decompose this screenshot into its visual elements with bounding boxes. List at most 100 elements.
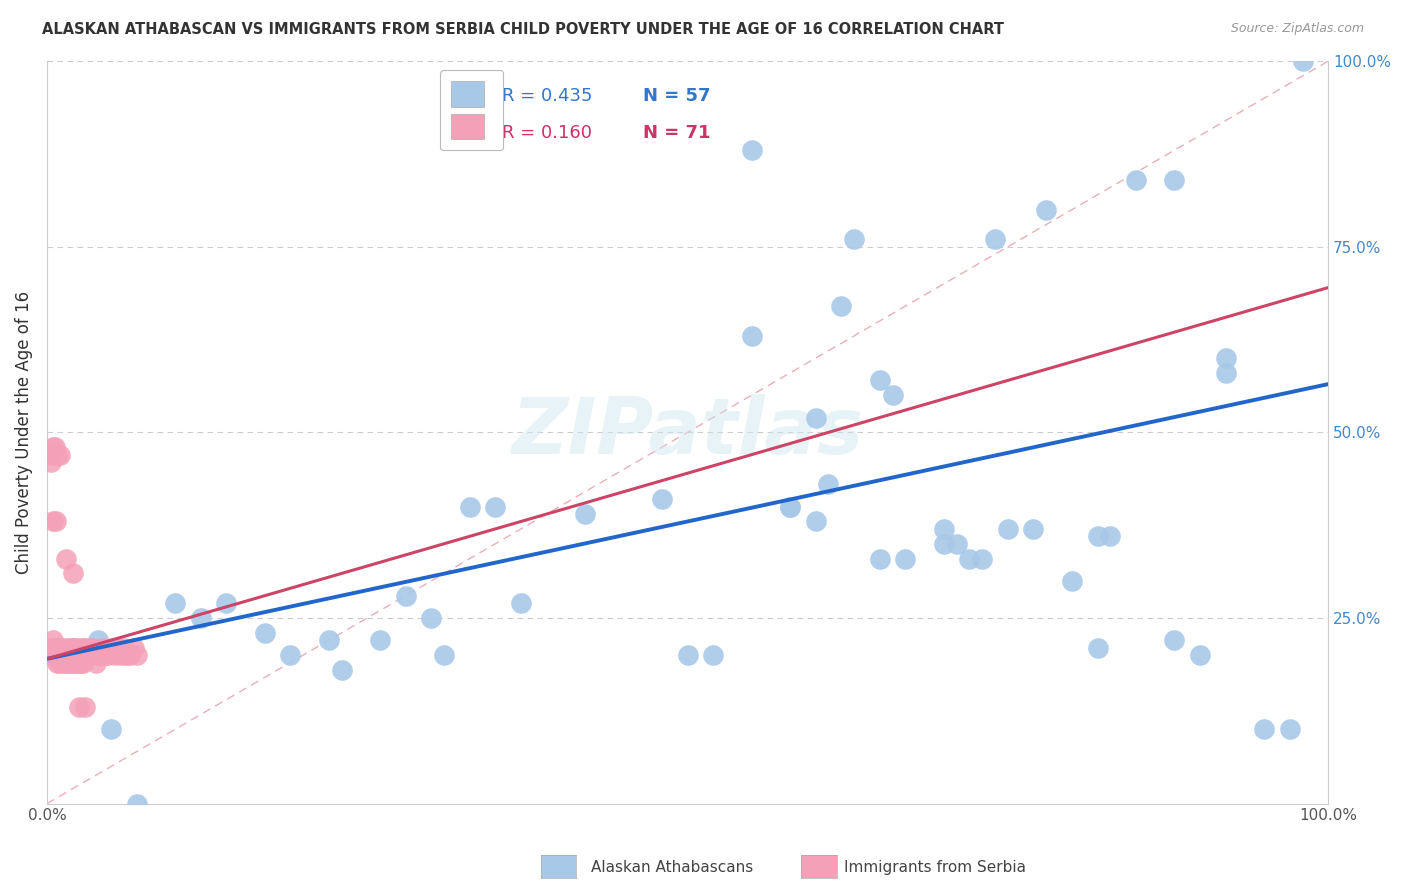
- Point: [1035, 202, 1057, 217]
- Point: [510, 596, 533, 610]
- Point: [48, 648, 70, 662]
- Point: [278, 648, 301, 662]
- Point: [318, 633, 340, 648]
- Point: [80, 648, 103, 662]
- Point: [60, 656, 83, 670]
- Point: [120, 648, 142, 662]
- Point: [882, 388, 904, 402]
- Point: [41, 648, 63, 662]
- Point: [702, 648, 724, 662]
- Point: [100, 723, 122, 737]
- Text: N = 57: N = 57: [643, 87, 710, 105]
- Text: ZIPatlas: ZIPatlas: [512, 394, 863, 470]
- Point: [42, 515, 65, 529]
- Point: [110, 648, 132, 662]
- Point: [55, 640, 77, 655]
- Point: [62, 566, 84, 581]
- Point: [56, 648, 79, 662]
- Point: [49, 648, 72, 662]
- Point: [72, 640, 94, 655]
- Point: [105, 640, 128, 655]
- Point: [65, 648, 87, 662]
- Point: [741, 329, 763, 343]
- Point: [125, 797, 148, 811]
- Point: [104, 648, 127, 662]
- Point: [39, 455, 62, 469]
- Point: [63, 656, 86, 670]
- Point: [817, 477, 839, 491]
- Y-axis label: Child Poverty Under the Age of 16: Child Poverty Under the Age of 16: [15, 291, 32, 574]
- Point: [82, 640, 104, 655]
- Point: [779, 500, 801, 514]
- Point: [1215, 351, 1237, 365]
- Point: [484, 500, 506, 514]
- Point: [253, 625, 276, 640]
- Point: [48, 448, 70, 462]
- Point: [1125, 173, 1147, 187]
- Point: [75, 648, 97, 662]
- Text: R = 0.435: R = 0.435: [502, 87, 592, 105]
- Point: [90, 648, 112, 662]
- Point: [458, 500, 481, 514]
- Point: [67, 700, 90, 714]
- Point: [804, 410, 827, 425]
- Point: [215, 596, 238, 610]
- Point: [122, 640, 145, 655]
- Point: [42, 640, 65, 655]
- Point: [1253, 723, 1275, 737]
- Point: [52, 656, 75, 670]
- Point: [779, 500, 801, 514]
- Point: [51, 648, 73, 662]
- Point: [45, 515, 67, 529]
- Point: [66, 656, 89, 670]
- Point: [62, 656, 84, 670]
- Point: [42, 440, 65, 454]
- Point: [69, 648, 91, 662]
- Point: [55, 551, 77, 566]
- Text: N = 71: N = 71: [643, 123, 710, 142]
- Point: [676, 648, 699, 662]
- Point: [741, 143, 763, 157]
- Point: [46, 448, 69, 462]
- Point: [58, 656, 80, 670]
- Point: [67, 640, 90, 655]
- Point: [70, 656, 93, 670]
- Point: [39, 648, 62, 662]
- Point: [39, 640, 62, 655]
- Point: [46, 640, 69, 655]
- Point: [932, 522, 955, 536]
- Point: [433, 648, 456, 662]
- Text: Immigrants from Serbia: Immigrants from Serbia: [844, 860, 1025, 874]
- Point: [190, 611, 212, 625]
- Point: [59, 640, 82, 655]
- Point: [112, 640, 135, 655]
- Point: [77, 648, 100, 662]
- Point: [48, 656, 70, 670]
- Point: [51, 640, 73, 655]
- Point: [91, 640, 114, 655]
- Point: [45, 640, 67, 655]
- Legend: , : ,: [440, 70, 503, 150]
- Point: [574, 507, 596, 521]
- Point: [1087, 640, 1109, 655]
- Point: [115, 648, 138, 662]
- Point: [63, 640, 86, 655]
- Point: [945, 537, 967, 551]
- Point: [163, 596, 186, 610]
- Point: [87, 648, 110, 662]
- Text: ALASKAN ATHABASCAN VS IMMIGRANTS FROM SERBIA CHILD POVERTY UNDER THE AGE OF 16 C: ALASKAN ATHABASCAN VS IMMIGRANTS FROM SE…: [42, 22, 1004, 37]
- Point: [45, 648, 67, 662]
- Point: [972, 551, 994, 566]
- Point: [1163, 633, 1185, 648]
- Point: [75, 700, 97, 714]
- Point: [62, 640, 84, 655]
- Point: [1278, 723, 1301, 737]
- Point: [46, 656, 69, 670]
- Point: [1163, 173, 1185, 187]
- Point: [75, 640, 97, 655]
- Point: [94, 648, 117, 662]
- Point: [1099, 529, 1122, 543]
- Point: [59, 648, 82, 662]
- Point: [1215, 366, 1237, 380]
- Point: [53, 648, 76, 662]
